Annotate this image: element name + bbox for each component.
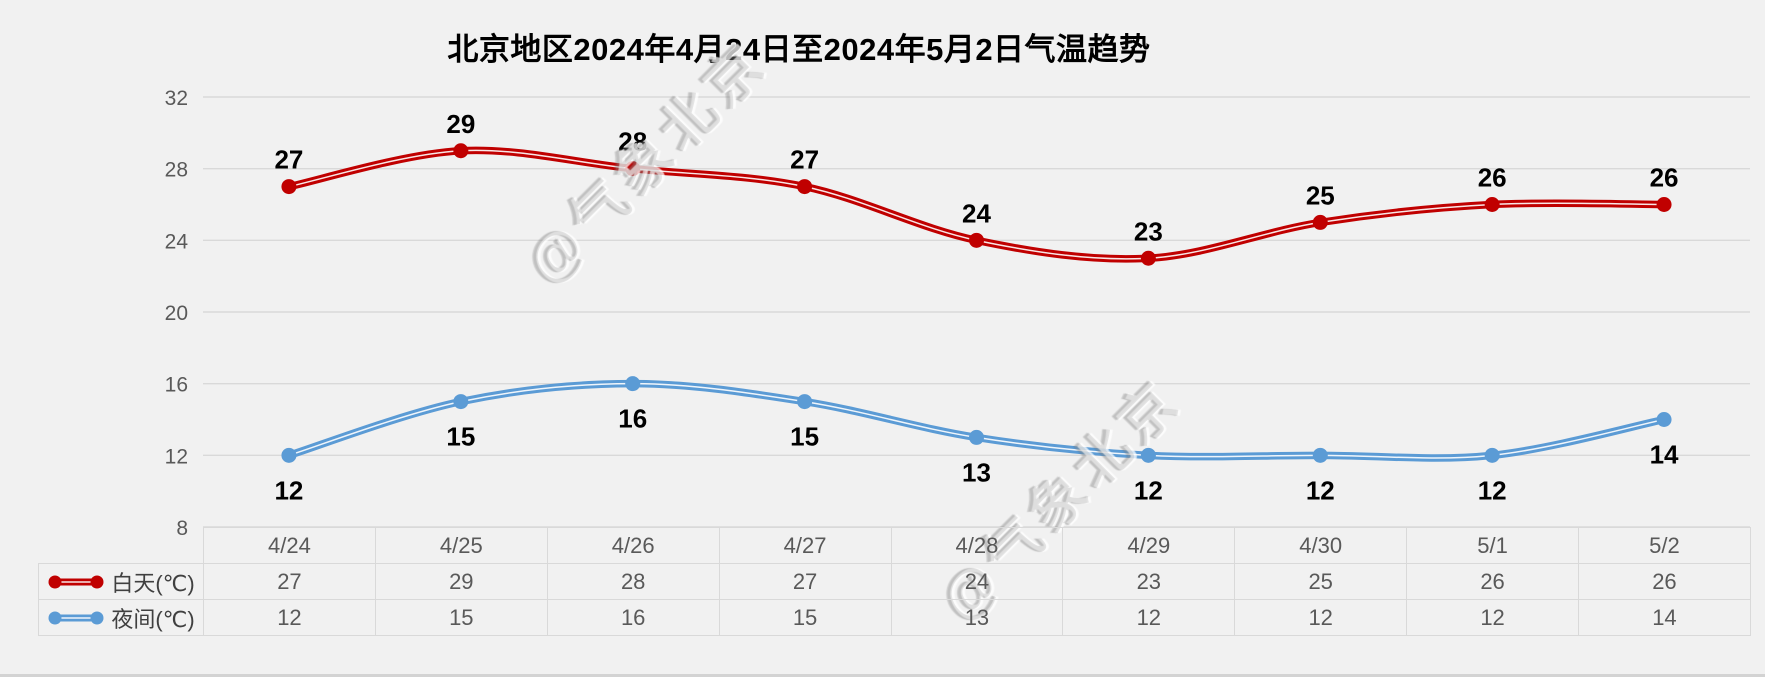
day-value-cell: 24 (890, 563, 1064, 600)
night-legend-marker-icon (48, 611, 104, 624)
day-data-point-marker (625, 161, 641, 177)
day-data-point-marker (1140, 250, 1156, 266)
day-data-point-marker (281, 179, 297, 195)
day-data-point-label: 29 (446, 109, 475, 139)
night-data-point-marker (1312, 447, 1328, 463)
y-axis-tick-label: 32 (165, 87, 188, 110)
day-value-cell: 26 (1578, 563, 1751, 600)
night-data-point-label: 15 (790, 422, 819, 452)
day-data-point-marker (969, 232, 984, 248)
night-data-point-marker (797, 394, 813, 410)
y-axis-tick-label: 20 (165, 302, 188, 325)
night-value-cell: 14 (1578, 599, 1751, 636)
date-header-cell: 4/29 (1062, 527, 1236, 564)
date-header-cell: 4/26 (546, 527, 720, 564)
date-header-cell: 4/30 (1234, 527, 1408, 564)
date-header-cell: 5/2 (1578, 527, 1751, 564)
night-data-point-marker (1140, 447, 1156, 463)
y-axis-tick-label: 28 (165, 159, 188, 182)
day-data-point-label: 26 (1650, 163, 1679, 193)
day-data-point-label: 25 (1306, 180, 1335, 210)
day-data-point-marker (797, 179, 813, 195)
night-data-point-label: 14 (1650, 440, 1679, 470)
bottom-edge-divider (0, 674, 1765, 677)
night-value-cell: 12 (1406, 599, 1579, 636)
night-series-line-highlight (288, 382, 1665, 459)
night-value-cell: 12 (203, 599, 376, 636)
night-data-point-label: 12 (274, 475, 303, 505)
night-legend-cell: 夜间(℃) (38, 599, 204, 636)
table-corner-spacer (39, 528, 204, 564)
night-data-point-marker (969, 429, 984, 445)
day-data-point-label: 24 (962, 198, 991, 228)
y-axis-tick-label: 8 (176, 517, 188, 540)
night-data-point-marker (625, 376, 641, 392)
y-axis-tick-label: 12 (165, 445, 188, 468)
night-value-cell: 15 (718, 599, 892, 636)
day-data-point-marker (1656, 197, 1672, 212)
day-legend-marker-icon (48, 575, 104, 588)
day-data-point-label: 28 (618, 127, 647, 157)
night-table-row: 夜间(℃) 12 15 16 15 13 12 12 12 14 (38, 599, 1751, 636)
chart-title: 北京地区2024年4月24日至2024年5月2日气温趋势 (447, 32, 1151, 67)
data-table: 4/24 4/25 4/26 4/27 4/28 4/29 4/30 5/1 5/2 白天(℃) 2… (38, 527, 1751, 636)
day-data-point-label: 23 (1134, 216, 1163, 246)
date-header-cell: 4/28 (890, 527, 1064, 564)
night-data-point-label: 16 (618, 404, 647, 434)
night-data-point-marker (1656, 412, 1672, 427)
table-header-row: 4/24 4/25 4/26 4/27 4/28 4/29 4/30 5/1 5/2 (39, 527, 1751, 564)
day-data-point-marker (1312, 214, 1328, 230)
night-value-cell: 13 (890, 599, 1064, 636)
night-data-point-label: 12 (1478, 475, 1507, 505)
night-data-point-label: 12 (1134, 475, 1163, 505)
y-axis-tick-label: 24 (165, 230, 189, 253)
date-header-cell: 5/1 (1406, 527, 1579, 564)
y-axis-tick-label: 16 (165, 374, 188, 397)
night-data-point-label: 15 (446, 422, 475, 452)
day-value-cell: 28 (546, 563, 720, 600)
night-data-point-marker (453, 394, 469, 410)
day-value-cell: 25 (1234, 563, 1408, 600)
day-value-cell: 23 (1062, 563, 1236, 600)
night-data-point-marker (281, 447, 297, 463)
day-value-cell: 29 (374, 563, 548, 600)
date-header-cell: 4/25 (374, 527, 548, 564)
day-legend-label: 白天(℃) (111, 570, 195, 596)
day-value-cell: 26 (1406, 563, 1579, 600)
night-legend-label: 夜间(℃) (111, 606, 195, 632)
day-data-point-label: 27 (274, 145, 303, 175)
day-data-point-label: 27 (790, 145, 819, 175)
date-header-cell: 4/24 (203, 527, 376, 564)
night-data-point-label: 13 (962, 457, 991, 487)
day-data-point-label: 26 (1478, 163, 1507, 193)
date-header-cell: 4/27 (718, 527, 892, 564)
day-legend-cell: 白天(℃) (38, 563, 204, 600)
night-data-point-label: 12 (1306, 475, 1335, 505)
day-value-cell: 27 (203, 563, 376, 600)
night-value-cell: 15 (374, 599, 548, 636)
day-data-point-marker (1484, 197, 1500, 212)
day-table-row: 白天(℃) 27 29 28 27 24 23 25 26 26 (38, 563, 1751, 600)
day-data-point-marker (453, 143, 469, 159)
night-value-cell: 12 (1062, 599, 1236, 636)
night-value-cell: 12 (1234, 599, 1408, 636)
night-data-point-marker (1484, 447, 1500, 463)
night-value-cell: 16 (546, 599, 720, 636)
day-value-cell: 27 (718, 563, 892, 600)
